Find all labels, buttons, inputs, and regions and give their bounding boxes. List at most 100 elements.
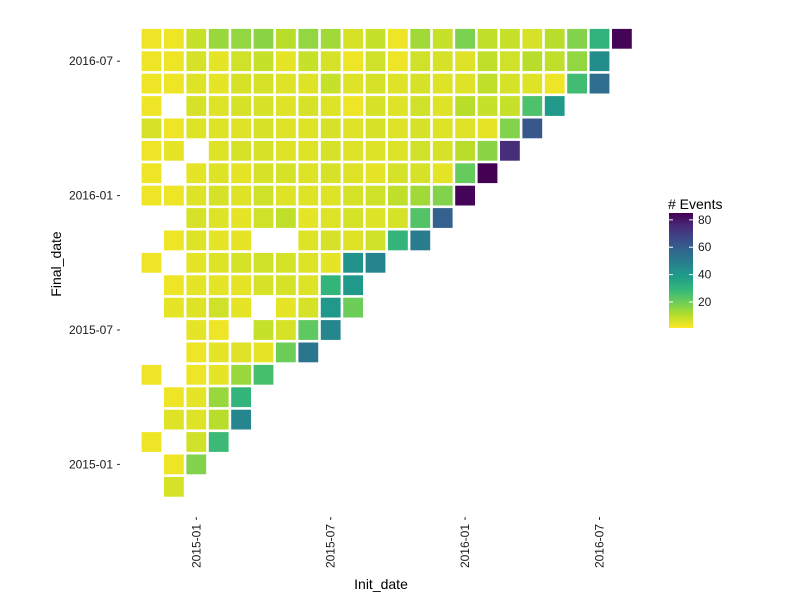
heatmap-cell (164, 387, 184, 408)
heatmap-cell (208, 73, 229, 94)
heatmap-cell (500, 96, 520, 116)
heatmap-cell (343, 297, 363, 318)
heatmap-cell (186, 454, 207, 475)
heatmap-cell (208, 275, 229, 296)
heatmap-cell (141, 163, 162, 184)
heatmap-cell (208, 185, 229, 206)
heatmap-cell (141, 73, 162, 94)
heatmap-cell (164, 297, 184, 318)
heatmap-cell (298, 275, 319, 296)
legend-tick-label: 60 (698, 240, 712, 254)
heatmap-cell (231, 409, 251, 430)
heatmap-cell (164, 476, 184, 497)
heatmap-cell (410, 230, 431, 251)
heatmap-cell (141, 28, 162, 49)
heatmap-cell (298, 230, 319, 251)
heatmap-cell (365, 28, 386, 49)
heatmap-cell (141, 185, 162, 206)
heatmap-cell (186, 230, 207, 251)
heatmap-cell (320, 118, 341, 139)
heatmap-cell (164, 28, 184, 49)
y-tick-label: 2015-01 (69, 457, 113, 471)
heatmap-cell (455, 73, 475, 94)
heatmap-cell (544, 28, 565, 49)
heatmap-cell (208, 297, 229, 318)
heatmap-cell (477, 28, 498, 49)
heatmap-cell (410, 140, 431, 161)
heatmap-cell (388, 208, 408, 228)
heatmap-cell (567, 28, 587, 49)
heatmap-cell (253, 28, 274, 49)
heatmap-cell (388, 96, 408, 116)
heatmap-cell (186, 320, 207, 340)
heatmap-cell (141, 140, 162, 161)
heatmap-cell (522, 28, 543, 49)
heatmap-cell (320, 28, 341, 49)
heatmap-cell (410, 73, 431, 94)
heatmap-cell (164, 185, 184, 206)
heatmap-cell (231, 297, 251, 318)
legend-colorbar (669, 213, 693, 328)
heatmap-cell (522, 51, 543, 72)
legend-tick-label: 80 (698, 213, 712, 227)
heatmap-cell (231, 275, 251, 296)
heatmap-cell (186, 252, 207, 273)
heatmap-cell (432, 51, 453, 72)
heatmap-cell (320, 73, 341, 94)
heatmap-cell (231, 73, 251, 94)
heatmap-cell (208, 51, 229, 72)
heatmap-cell (231, 118, 251, 139)
heatmap-cell (365, 185, 386, 206)
heatmap-cell (298, 208, 319, 228)
heatmap-cell (276, 275, 296, 296)
heatmap-cell (388, 28, 408, 49)
heatmap-cell (522, 96, 543, 116)
heatmap-cell (589, 28, 610, 49)
heatmap-cell (231, 51, 251, 72)
heatmap-cell (432, 96, 453, 116)
heatmap-cell (567, 73, 587, 94)
heatmap-cell (320, 320, 341, 340)
heatmap-cell (276, 118, 296, 139)
heatmap-cell (432, 28, 453, 49)
heatmap-cell (388, 118, 408, 139)
heatmap-cell (298, 118, 319, 139)
heatmap-cell (612, 28, 632, 49)
heatmap-cell (208, 28, 229, 49)
heatmap-cell (231, 96, 251, 116)
heatmap-cell (208, 252, 229, 273)
heatmap-cell (164, 409, 184, 430)
heatmap-cell (231, 387, 251, 408)
heatmap-cell (186, 297, 207, 318)
heatmap-cell (320, 185, 341, 206)
heatmap-cell (186, 208, 207, 228)
heatmap-cell (343, 230, 363, 251)
heatmap-cell (276, 96, 296, 116)
y-tick-label: 2016-07 (69, 54, 113, 68)
heatmap-cell (343, 118, 363, 139)
heatmap-cell (276, 163, 296, 184)
heatmap-cell (253, 73, 274, 94)
heatmap-cell (298, 140, 319, 161)
heatmap-cell (208, 208, 229, 228)
heatmap-cell (298, 252, 319, 273)
heatmap-cell (477, 51, 498, 72)
heatmap-cell (276, 320, 296, 340)
heatmap-cell (544, 73, 565, 94)
heatmap-cell (410, 163, 431, 184)
heatmap-cell (455, 185, 475, 206)
heatmap-cell (276, 297, 296, 318)
heatmap-cell (477, 73, 498, 94)
heatmap-cell (365, 140, 386, 161)
heatmap-cell (365, 163, 386, 184)
y-axis-title: Final_date (48, 231, 64, 297)
heatmap-cell (432, 208, 453, 228)
heatmap-cell (141, 364, 162, 385)
heatmap-cell (141, 432, 162, 452)
heatmap-cell (186, 118, 207, 139)
heatmap-cell (186, 387, 207, 408)
heatmap-cell (589, 73, 610, 94)
heatmap-cell (343, 185, 363, 206)
heatmap-cell (186, 432, 207, 452)
